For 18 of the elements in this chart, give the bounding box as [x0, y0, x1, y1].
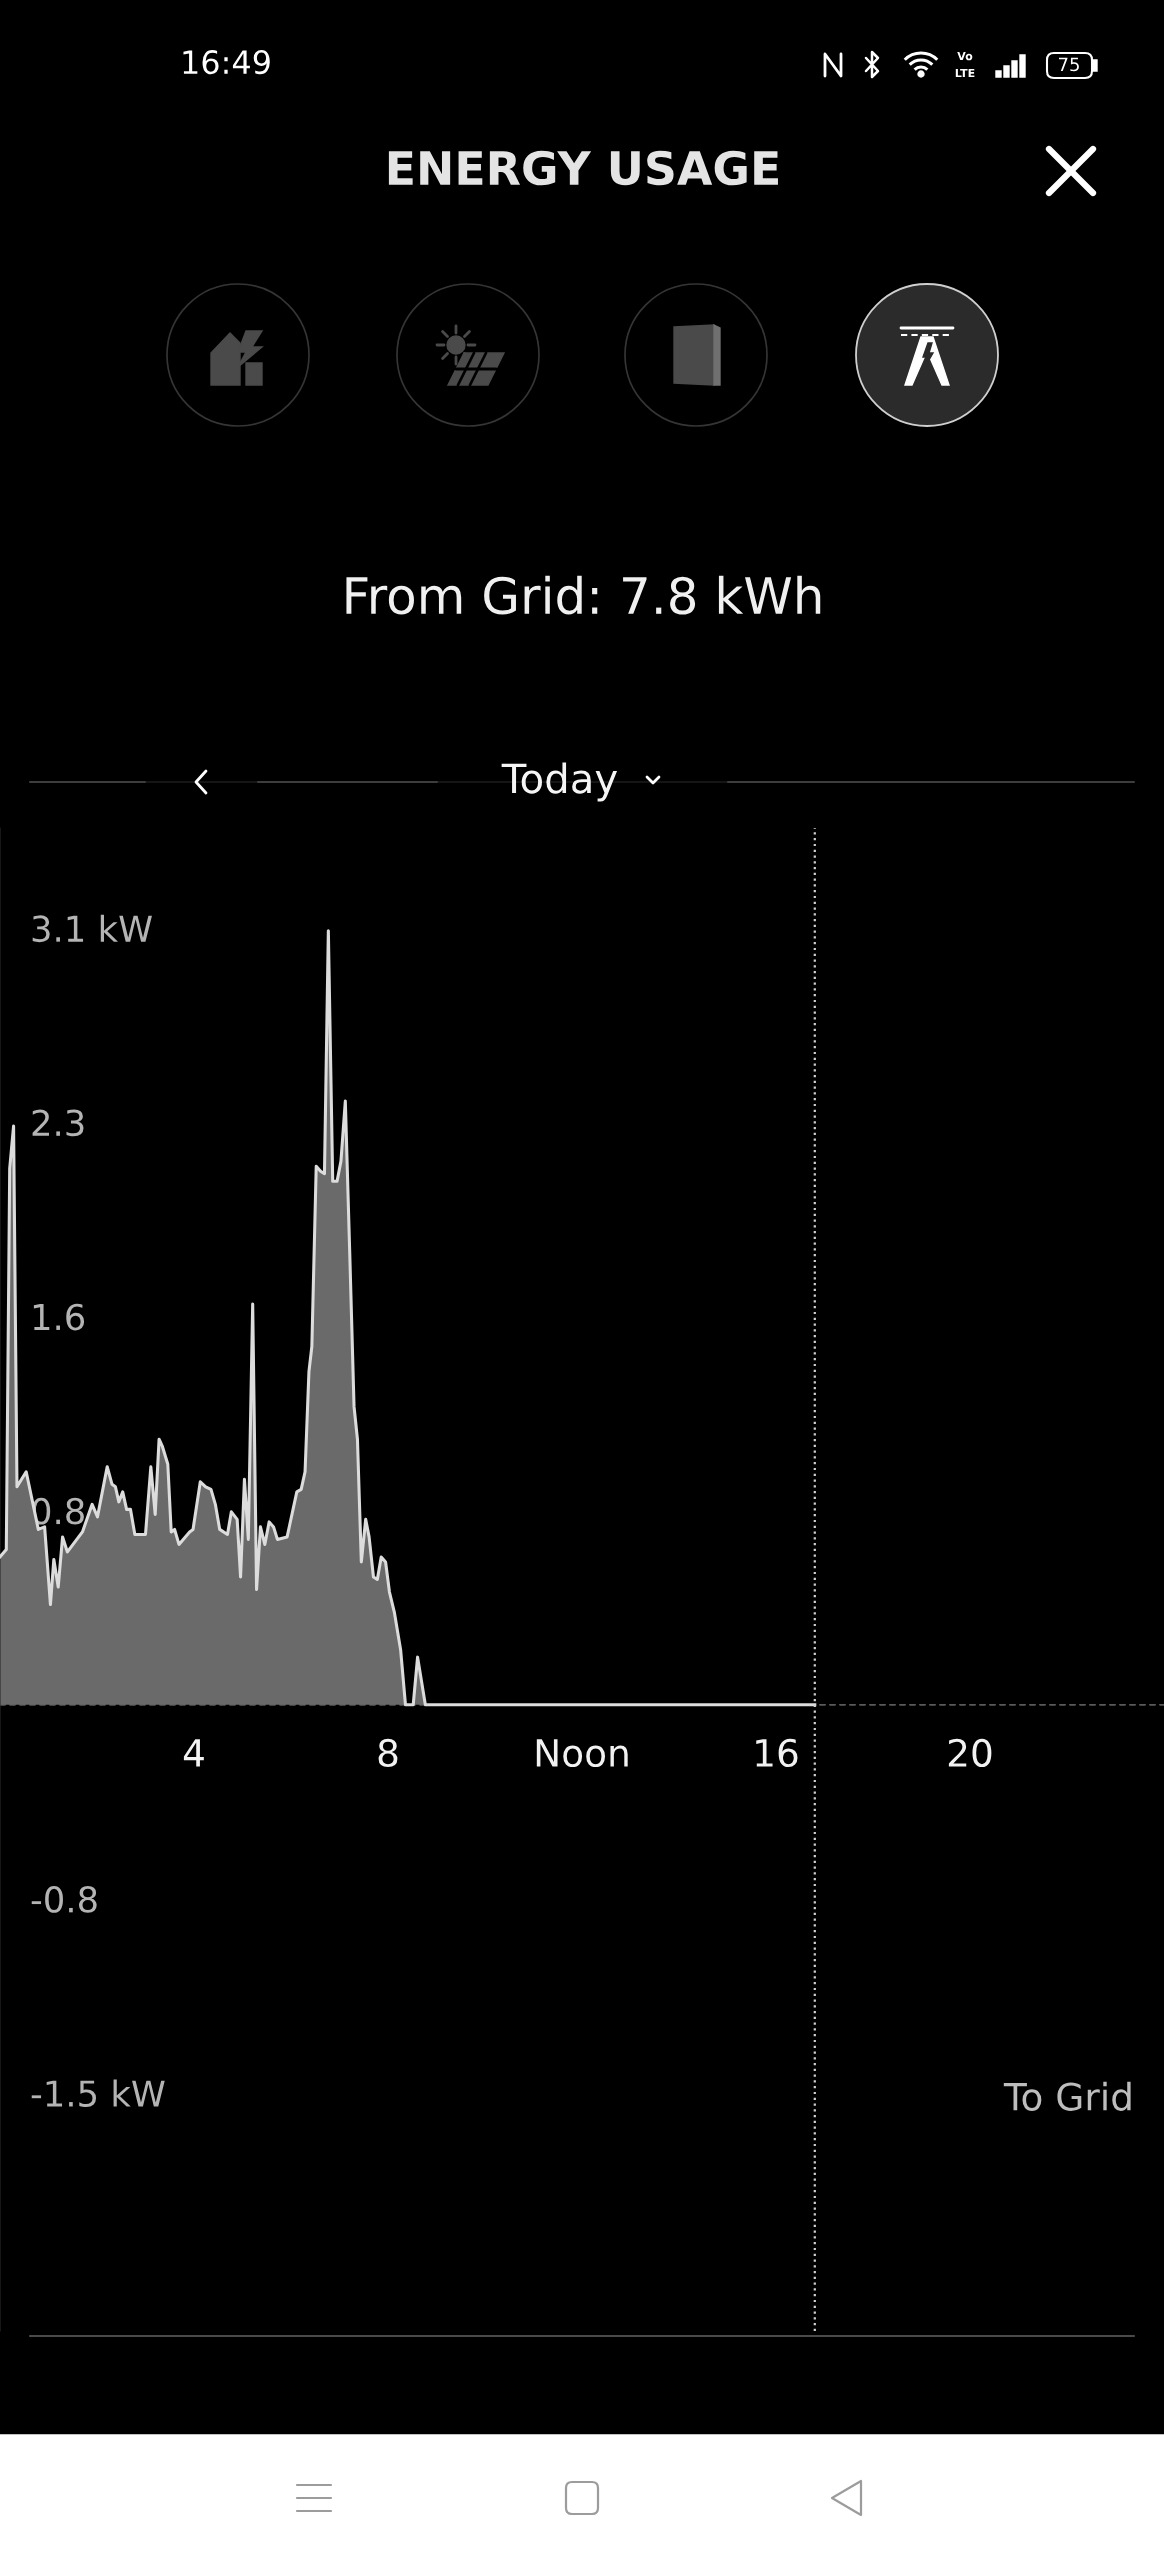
x-tick-label: 20 [948, 1738, 992, 1768]
x-tick-label: 16 [756, 1738, 798, 1768]
text: Today [501, 762, 618, 802]
x-tick-label: 4 [183, 1739, 204, 1767]
annotation: To Grid [1003, 2081, 1131, 2111]
y-tick-label: 1.6 [33, 1303, 85, 1331]
y-tick-label: 2.3 [32, 1109, 84, 1137]
text: LTE [955, 68, 975, 78]
text: Vo [957, 51, 973, 61]
x-tick-label: 8 [378, 1738, 398, 1768]
chart-subtitle: From Grid: 7.8 kWh [346, 575, 821, 615]
y-tick-label: -1.5 kW [31, 2079, 165, 2107]
x-tick-label: Noon [536, 1739, 628, 1768]
y-tick-label: 3.1 kW [32, 914, 152, 943]
y-tick-label: -0.8 [31, 1886, 97, 1913]
text: 75 [1058, 57, 1079, 72]
text: 16:49 [183, 50, 270, 75]
chart-title: ENERGY USAGE [388, 150, 778, 186]
